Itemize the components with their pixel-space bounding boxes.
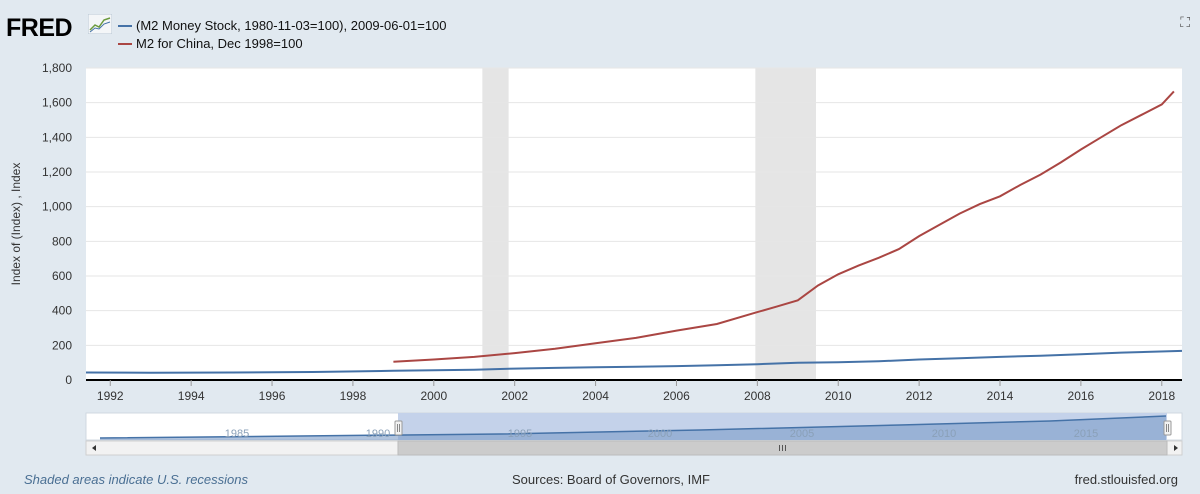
navigator-line bbox=[99, 415, 1167, 439]
legend-label-china: M2 for China, Dec 1998=100 bbox=[136, 36, 303, 51]
x-tick-label: 2006 bbox=[663, 389, 690, 403]
plot-background bbox=[86, 68, 1182, 380]
y-tick-label: 1,200 bbox=[42, 165, 72, 179]
sources-text: Sources: Board of Governors, IMF bbox=[512, 472, 710, 487]
legend-item-china: M2 for China, Dec 1998=100 bbox=[118, 36, 303, 51]
navigator-tick-label: 2015 bbox=[1074, 428, 1098, 440]
navigator-tick-label: 1995 bbox=[508, 428, 532, 440]
arrow-left-icon[interactable] bbox=[92, 445, 96, 451]
y-tick-label: 1,800 bbox=[42, 61, 72, 75]
y-tick-label: 800 bbox=[52, 234, 72, 248]
x-tick-label: 1994 bbox=[178, 389, 205, 403]
navigator-tick-label: 1990 bbox=[366, 428, 390, 440]
range-navigator[interactable]: 1985 1990 1995 2000 2005 2010 2015 bbox=[85, 412, 1183, 456]
legend-item-us: (M2 Money Stock, 1980-11-03=100), 2009-0… bbox=[118, 18, 447, 33]
x-tick-label: 2010 bbox=[825, 389, 852, 403]
x-tick-label: 2018 bbox=[1148, 389, 1175, 403]
y-tick-label: 1,400 bbox=[42, 130, 72, 144]
x-tick-label: 2012 bbox=[906, 389, 933, 403]
fred-chart-icon bbox=[88, 14, 112, 34]
navigator-tick-label: 1985 bbox=[225, 428, 249, 440]
navigator-tick-label: 2000 bbox=[648, 428, 672, 440]
series-line-china-m2 bbox=[393, 90, 1175, 363]
line-chart: 0 200 400 600 800 1,000 1,200 1,400 1,600 1,800 19… bbox=[9, 61, 1183, 456]
x-tick-label: 2000 bbox=[420, 389, 447, 403]
x-tick-label: 2002 bbox=[501, 389, 528, 403]
navigator-tick-label: 2005 bbox=[790, 428, 814, 440]
recession-band bbox=[482, 68, 509, 380]
series-line-us-m2 bbox=[85, 349, 1183, 374]
y-tick-label: 0 bbox=[65, 373, 72, 387]
y-tick-label: 1,000 bbox=[42, 200, 72, 214]
x-tick-label: 1992 bbox=[97, 389, 124, 403]
navigator-handle-left[interactable] bbox=[394, 420, 403, 436]
y-tick-label: 200 bbox=[52, 338, 72, 352]
navigator-tick-label: 2010 bbox=[932, 428, 956, 440]
x-tick-label: 2014 bbox=[987, 389, 1014, 403]
x-tick-label: 1998 bbox=[340, 389, 367, 403]
site-link[interactable]: fred.stlouisfed.org bbox=[1074, 472, 1178, 487]
fred-logo[interactable]: FRED bbox=[6, 14, 73, 42]
y-tick-label: 600 bbox=[52, 269, 72, 283]
y-axis-label: Index of (Index) , Index bbox=[9, 163, 23, 286]
legend-swatch-us bbox=[118, 24, 132, 27]
x-tick-label: 2008 bbox=[744, 389, 771, 403]
x-tick-label: 2004 bbox=[582, 389, 609, 403]
expand-icon[interactable]: ⛶ bbox=[1180, 14, 1190, 30]
legend-label-us: (M2 Money Stock, 1980-11-03=100), 2009-0… bbox=[136, 18, 447, 33]
x-tick-label: 1996 bbox=[259, 389, 286, 403]
recession-note: Shaded areas indicate U.S. recessions bbox=[24, 472, 249, 487]
y-tick-label: 1,600 bbox=[42, 96, 72, 110]
plot-area: 0 200 400 600 800 1,000 1,200 1,400 1,600 1,800 19… bbox=[42, 61, 1183, 403]
x-tick-label: 2016 bbox=[1068, 389, 1095, 403]
navigator-area bbox=[100, 416, 1166, 440]
legend-swatch-china bbox=[118, 42, 132, 45]
y-tick-label: 400 bbox=[52, 304, 72, 318]
arrow-right-icon[interactable] bbox=[1174, 445, 1178, 451]
recession-band bbox=[755, 68, 816, 380]
navigator-handle-right[interactable] bbox=[1163, 420, 1172, 436]
